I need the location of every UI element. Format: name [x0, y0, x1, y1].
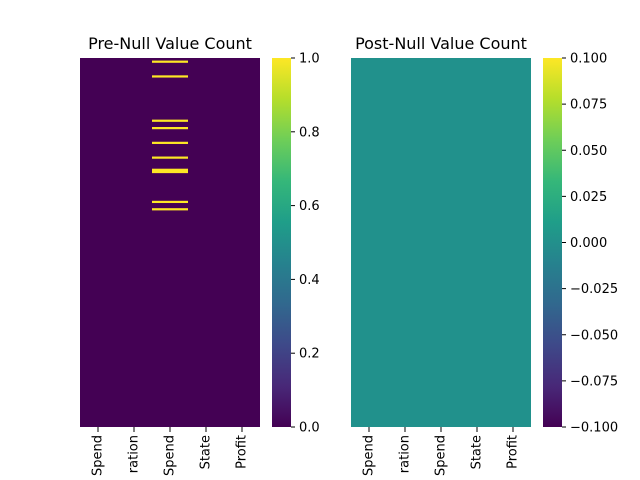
- colorbar-tick-label: 0.075: [570, 98, 607, 113]
- post-colorbar-ticks: −0.100 −0.075 −0.050 −0.025 0.000 0.025 0.050 0…: [562, 52, 618, 436]
- colorbar-tick-label: −0.100: [570, 421, 618, 436]
- missing-cell: [152, 156, 188, 159]
- x-tick-label: State: [470, 435, 485, 469]
- colorbar-tick-label: 0.2: [299, 347, 320, 362]
- missing-cell: [152, 168, 188, 174]
- missing-cell: [152, 75, 188, 78]
- missing-cell: [152, 60, 188, 63]
- pre-x-axis: Spend ration Spend State Profit: [91, 427, 250, 476]
- missing-cell: [152, 141, 188, 144]
- colorbar-tick-label: 0.0: [299, 421, 320, 436]
- x-tick-label: State: [199, 435, 214, 469]
- missing-cell: [152, 119, 188, 122]
- x-tick-label: Spend: [434, 435, 449, 476]
- missing-cell: [152, 208, 188, 211]
- post-heatmap-background: [351, 58, 531, 427]
- x-tick-label: ration: [127, 435, 142, 473]
- missing-cell: [152, 127, 188, 130]
- colorbar-tick-label: 0.8: [299, 125, 320, 140]
- colorbar-tick-label: 0.000: [570, 236, 607, 251]
- x-tick-label: ration: [398, 435, 413, 473]
- missing-cell: [152, 200, 188, 204]
- post-x-axis: Spend ration Spend State Profit: [362, 427, 521, 476]
- x-tick-label: Spend: [362, 435, 377, 476]
- post-null-panel: Post-Null Value Count Spend ration Spend St…: [351, 34, 531, 476]
- pre-colorbar-ticks: 0.0 0.2 0.4 0.6 0.8 1.0: [291, 52, 320, 436]
- colorbar-tick-label: 0.100: [570, 52, 607, 67]
- post-colorbar-fill: [543, 58, 562, 427]
- pre-colorbar: 0.0 0.2 0.4 0.6 0.8 1.0: [272, 52, 320, 436]
- pre-colorbar-fill: [272, 58, 291, 427]
- colorbar-tick-label: 1.0: [299, 52, 320, 67]
- colorbar-tick-label: 0.025: [570, 190, 607, 205]
- post-null-title: Post-Null Value Count: [355, 34, 527, 53]
- colorbar-tick-label: −0.075: [570, 374, 618, 389]
- x-tick-label: Spend: [163, 435, 178, 476]
- pre-heatmap-background: [80, 58, 260, 427]
- colorbar-tick-label: 0.4: [299, 273, 320, 288]
- pre-missing-cells: [152, 60, 188, 211]
- pre-null-panel: Pre-Null Value Count Spend ration Spend Sta…: [80, 34, 260, 476]
- colorbar-tick-label: 0.050: [570, 144, 607, 159]
- colorbar-tick-label: −0.025: [570, 282, 618, 297]
- pre-null-title: Pre-Null Value Count: [88, 34, 252, 53]
- post-colorbar: −0.100 −0.075 −0.050 −0.025 0.000 0.025 0.050 0…: [543, 52, 618, 436]
- x-tick-label: Profit: [506, 435, 521, 469]
- x-tick-label: Spend: [91, 435, 106, 476]
- x-tick-label: Profit: [235, 435, 250, 469]
- colorbar-tick-label: −0.050: [570, 328, 618, 343]
- colorbar-tick-label: 0.6: [299, 199, 320, 214]
